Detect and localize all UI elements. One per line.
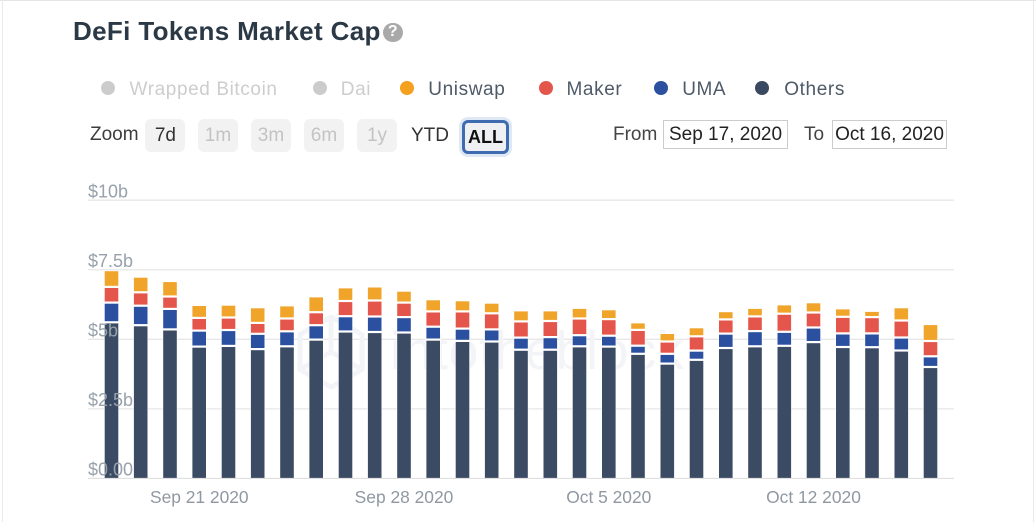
svg-text:Sep 28 2020: Sep 28 2020 xyxy=(355,487,454,507)
svg-text:Sep 21 2020: Sep 21 2020 xyxy=(150,487,249,507)
svg-text:$5b: $5b xyxy=(88,321,118,341)
svg-text:Oct 5 2020: Oct 5 2020 xyxy=(566,487,651,507)
svg-text:$10b: $10b xyxy=(88,182,128,202)
svg-text:$0.00: $0.00 xyxy=(88,460,133,480)
svg-text:$7.5b: $7.5b xyxy=(88,251,133,271)
svg-text:$2.5b: $2.5b xyxy=(88,390,133,410)
svg-text:Oct 12 2020: Oct 12 2020 xyxy=(766,487,861,507)
